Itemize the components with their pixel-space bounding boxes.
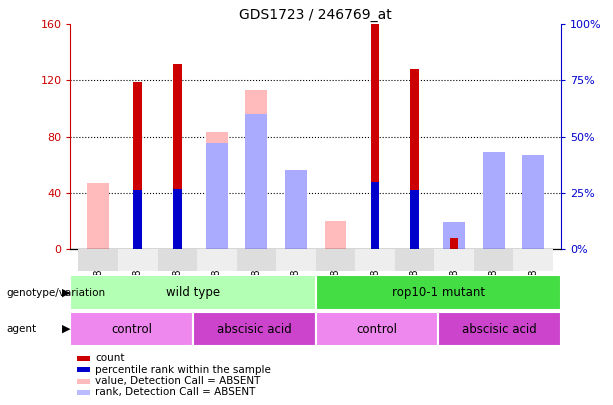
Text: wild type: wild type — [166, 286, 220, 299]
Bar — [522, 187, 544, 249]
Text: abscisic acid: abscisic acid — [462, 322, 537, 336]
Bar — [435, 249, 474, 271]
Bar — [173, 64, 181, 249]
Bar — [356, 249, 395, 271]
Text: count: count — [95, 354, 124, 363]
Bar — [325, 221, 346, 249]
Text: control: control — [357, 322, 397, 336]
Title: GDS1723 / 246769_at: GDS1723 / 246769_at — [239, 8, 392, 22]
Bar — [285, 171, 306, 249]
Bar — [483, 152, 504, 249]
Text: percentile rank within the sample: percentile rank within the sample — [95, 365, 271, 375]
Text: ▶: ▶ — [62, 324, 70, 334]
Bar — [483, 162, 504, 249]
Bar — [410, 190, 419, 249]
Text: abscisic acid: abscisic acid — [217, 322, 292, 336]
Bar — [173, 189, 181, 249]
Bar — [438, 312, 561, 346]
Bar — [514, 249, 553, 271]
Bar — [70, 312, 193, 346]
Bar — [443, 222, 465, 249]
Bar — [78, 249, 118, 271]
Bar — [371, 24, 379, 249]
Bar — [474, 249, 514, 271]
Text: genotype/variation: genotype/variation — [6, 288, 105, 298]
Bar — [316, 249, 356, 271]
Text: rop10-1 mutant: rop10-1 mutant — [392, 286, 485, 299]
Bar — [206, 132, 227, 249]
Bar — [70, 275, 316, 310]
Bar — [206, 143, 227, 249]
Bar — [245, 90, 267, 249]
Text: ▶: ▶ — [62, 288, 70, 298]
Bar — [395, 249, 435, 271]
Bar — [371, 181, 379, 249]
Bar — [193, 312, 316, 346]
Bar — [410, 69, 419, 249]
Bar — [118, 249, 158, 271]
Bar — [134, 190, 142, 249]
Bar — [276, 249, 316, 271]
Text: value, Detection Call = ABSENT: value, Detection Call = ABSENT — [95, 376, 261, 386]
Text: rank, Detection Call = ABSENT: rank, Detection Call = ABSENT — [95, 388, 256, 397]
Text: agent: agent — [6, 324, 36, 334]
Bar — [197, 249, 237, 271]
Bar — [316, 312, 438, 346]
Bar — [134, 82, 142, 249]
Text: control: control — [112, 322, 152, 336]
Bar — [158, 249, 197, 271]
Bar — [245, 114, 267, 249]
Bar — [450, 238, 459, 249]
Bar — [522, 155, 544, 249]
Bar — [87, 183, 109, 249]
Bar — [316, 275, 561, 310]
Bar — [237, 249, 276, 271]
